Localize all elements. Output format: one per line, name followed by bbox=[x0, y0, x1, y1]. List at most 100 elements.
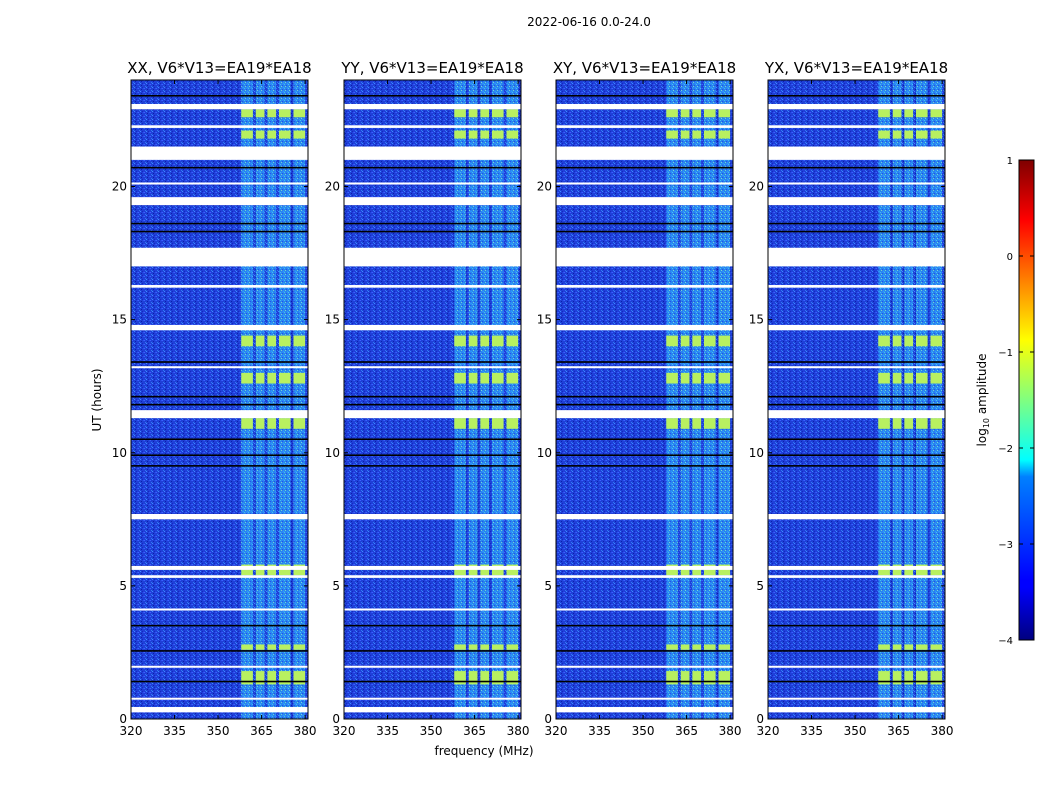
panel-2: YY, V6*V13=EA19*EA18 320 335 350 365 380 0 5 10 1… bbox=[325, 59, 530, 738]
rfi-bright-cell bbox=[666, 671, 678, 685]
rfi-bright-cell bbox=[930, 109, 943, 118]
rfi-bright-cell bbox=[703, 418, 716, 429]
rfi-bright-cell bbox=[892, 130, 902, 139]
x-tick-label: 320 bbox=[545, 724, 568, 738]
heatmap-background bbox=[768, 80, 945, 719]
rfi-bright-cell bbox=[491, 130, 504, 139]
rfi-bright-cell bbox=[468, 335, 478, 347]
flagged-row bbox=[344, 707, 521, 713]
panel-frame bbox=[767, 79, 946, 720]
rfi-bright-cell bbox=[666, 644, 678, 650]
y-tick-label: 0 bbox=[332, 712, 340, 726]
colorbar-tick-label: 1 bbox=[1007, 156, 1013, 167]
rfi-bright-cell bbox=[680, 644, 690, 650]
rfi-band-column bbox=[692, 80, 702, 719]
flagged-row bbox=[768, 575, 945, 578]
flagged-row bbox=[556, 608, 733, 611]
rfi-bright-cell bbox=[255, 109, 265, 118]
rfi-bright-cell bbox=[454, 109, 466, 118]
colorbar: 1 0 −1 −2 −3 −4 log10 amplitude bbox=[975, 156, 1035, 647]
flag-dark-line bbox=[556, 166, 733, 169]
rfi-bright-cell bbox=[454, 335, 466, 347]
flagged-row bbox=[344, 410, 521, 419]
flagged-row bbox=[344, 324, 521, 331]
rfi-bright-cell bbox=[480, 418, 490, 429]
rfi-bright-cell bbox=[278, 372, 291, 384]
rfi-bright-cell bbox=[666, 130, 678, 139]
rfi-band-column bbox=[491, 80, 504, 719]
rfi-band-column bbox=[506, 80, 519, 719]
rfi-bright-cell bbox=[506, 109, 519, 118]
rfi-bright-cell bbox=[703, 671, 716, 685]
panel-3: XY, V6*V13=EA19*EA18 320 335 350 365 380 0 5 10 1… bbox=[537, 59, 742, 738]
y-tick-label: 15 bbox=[749, 313, 764, 327]
y-tick-label: 15 bbox=[537, 313, 552, 327]
rfi-bright-cell bbox=[241, 130, 253, 139]
rfi-band-column bbox=[666, 80, 678, 719]
flagged-row bbox=[556, 197, 733, 206]
flagged-row bbox=[556, 103, 733, 110]
y-tick-label: 0 bbox=[756, 712, 764, 726]
rfi-band-column bbox=[267, 80, 277, 719]
rfi-bright-cell bbox=[930, 418, 943, 429]
rfi-bright-cell bbox=[255, 671, 265, 685]
rfi-bright-cell bbox=[703, 335, 716, 347]
x-tick-label: 380 bbox=[294, 724, 317, 738]
flag-dark-line bbox=[556, 361, 733, 363]
flagged-row bbox=[344, 575, 521, 578]
rfi-bright-cell bbox=[692, 335, 702, 347]
flagged-row bbox=[768, 197, 945, 206]
colorbar-tick-label: −4 bbox=[998, 636, 1013, 647]
rfi-band-column bbox=[278, 80, 291, 719]
rfi-bright-cell bbox=[718, 644, 731, 650]
flag-dark-line bbox=[344, 94, 521, 97]
rfi-bright-cell bbox=[904, 335, 914, 347]
flag-dark-line bbox=[131, 465, 308, 467]
rfi-bright-cell bbox=[930, 372, 943, 384]
rfi-bright-cell bbox=[278, 130, 291, 139]
rfi-band-column bbox=[904, 80, 914, 719]
flagged-row bbox=[131, 285, 308, 288]
flag-dark-line bbox=[768, 166, 945, 169]
y-tick-label: 20 bbox=[537, 180, 552, 194]
rfi-bright-cell bbox=[241, 644, 253, 650]
flag-dark-line bbox=[768, 680, 945, 683]
flagged-row bbox=[131, 197, 308, 206]
rfi-bright-cell bbox=[718, 335, 731, 347]
x-tick-label: 335 bbox=[376, 724, 399, 738]
flag-dark-line bbox=[556, 395, 733, 398]
rfi-bright-cell bbox=[468, 372, 478, 384]
rfi-bright-cell bbox=[692, 372, 702, 384]
rfi-bright-cell bbox=[480, 372, 490, 384]
rfi-bright-cell bbox=[680, 372, 690, 384]
rfi-bright-cell bbox=[915, 130, 928, 139]
rfi-band-column bbox=[680, 80, 690, 719]
flag-dark-line bbox=[768, 230, 945, 233]
rfi-bright-cell bbox=[480, 109, 490, 118]
flag-dark-line bbox=[131, 650, 308, 652]
rfi-bright-cell bbox=[915, 372, 928, 384]
flagged-row bbox=[768, 665, 945, 668]
rfi-bright-cell bbox=[878, 109, 890, 118]
flag-dark-line bbox=[131, 438, 308, 441]
rfi-band-column bbox=[293, 80, 306, 719]
flagged-row bbox=[131, 575, 308, 578]
x-tick-label: 350 bbox=[844, 724, 867, 738]
flagged-row bbox=[768, 707, 945, 713]
y-tick-label: 10 bbox=[537, 446, 552, 460]
colorbar-tick-label: −2 bbox=[998, 444, 1013, 455]
rfi-bright-cell bbox=[506, 671, 519, 685]
flag-dark-line bbox=[131, 454, 308, 457]
x-tick-label: 350 bbox=[632, 724, 655, 738]
flag-dark-line bbox=[344, 680, 521, 683]
rfi-bright-cell bbox=[278, 109, 291, 118]
rfi-bright-cell bbox=[892, 418, 902, 429]
flagged-row bbox=[344, 182, 521, 185]
x-tick-label: 335 bbox=[800, 724, 823, 738]
rfi-bright-cell bbox=[930, 671, 943, 685]
rfi-band-column bbox=[718, 80, 731, 719]
rfi-bright-cell bbox=[480, 671, 490, 685]
rfi-bright-cell bbox=[718, 671, 731, 685]
flagged-row bbox=[556, 665, 733, 668]
rfi-band-column bbox=[892, 80, 902, 719]
